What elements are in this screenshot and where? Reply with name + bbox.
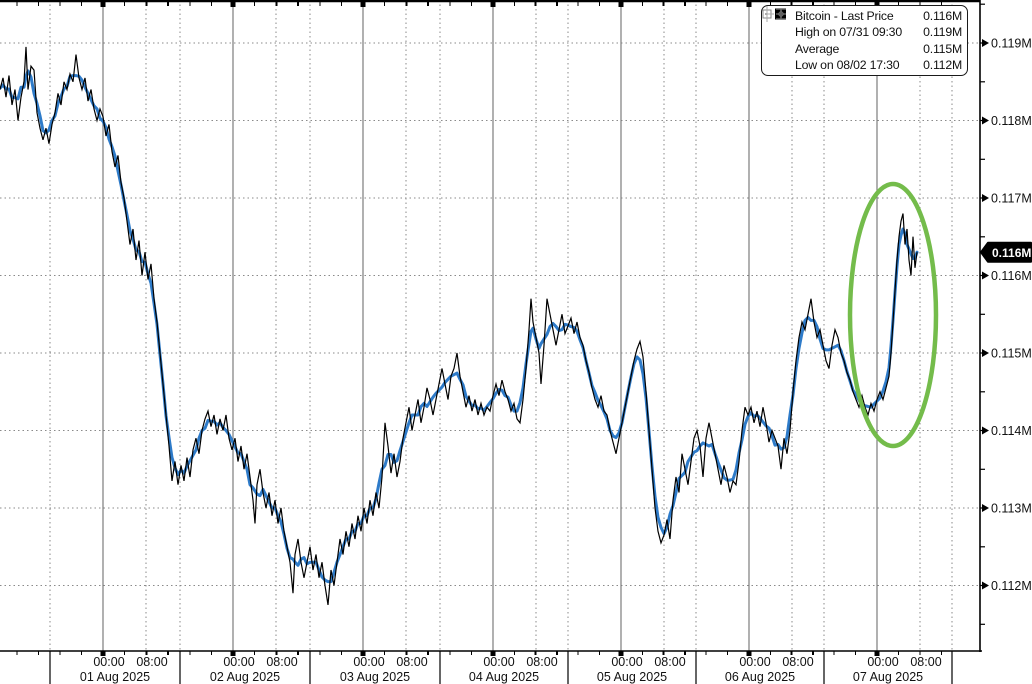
top-axis-major-tick — [100, 2, 106, 7]
legend-label: High on 07/31 09:30 — [795, 25, 902, 40]
time-label-midnight: 00:00 — [223, 655, 254, 669]
time-label-midnight: 00:00 — [611, 655, 642, 669]
y-tick-label: 0.114M — [991, 424, 1032, 438]
time-label-0800: 08:00 — [910, 655, 941, 669]
time-label-0800: 08:00 — [396, 655, 427, 669]
y-tick-label: 0.118M — [991, 114, 1032, 128]
legend-row-low: Low on 08/02 17:30 0.112M — [765, 6, 962, 73]
last-price-tag-label: 0.116M — [992, 246, 1031, 260]
x-axis-major-tick — [618, 651, 624, 656]
date-label: 04 Aug 2025 — [469, 670, 539, 684]
y-tick-arrow-icon — [982, 194, 989, 202]
date-label: 01 Aug 2025 — [80, 670, 150, 684]
date-label: 07 Aug 2025 — [853, 670, 923, 684]
y-tick-label: 0.113M — [991, 502, 1032, 516]
y-tick-arrow-icon — [982, 504, 989, 512]
y-tick-arrow-icon — [982, 426, 989, 435]
chart-legend: Bitcoin - Last Price 0.116M High on 07/3… — [761, 5, 968, 76]
time-label-midnight: 00:00 — [867, 655, 898, 669]
price-line — [0, 46, 918, 605]
legend-row-average: Average 0.115M — [765, 6, 962, 57]
legend-value: 0.116M — [923, 9, 962, 23]
top-axis-major-tick — [230, 2, 236, 7]
top-axis-major-tick — [490, 2, 496, 7]
last-price-tag — [980, 241, 1032, 263]
y-tick-label: 0.116M — [991, 269, 1032, 283]
y-tick-arrow-icon — [982, 581, 989, 590]
date-label: 02 Aug 2025 — [210, 670, 280, 684]
x-axis-major-tick — [874, 651, 880, 656]
time-label-midnight: 00:00 — [739, 655, 770, 669]
y-tick-arrow-icon — [982, 116, 989, 125]
x-axis-major-tick — [230, 651, 236, 656]
price-line-secondary — [0, 69, 919, 584]
y-tick-label: 0.119M — [991, 37, 1032, 51]
x-axis-major-tick — [360, 651, 366, 656]
x-axis-major-tick — [746, 651, 752, 656]
top-axis-major-tick — [618, 2, 624, 7]
y-tick-label: 0.115M — [991, 347, 1032, 361]
date-label: 05 Aug 2025 — [597, 670, 667, 684]
legend-row-high: High on 07/31 09:30 0.119M — [765, 6, 962, 40]
x-axis-major-tick — [490, 651, 496, 656]
date-label: 03 Aug 2025 — [340, 670, 410, 684]
time-label-0800: 08:00 — [654, 655, 685, 669]
legend-value: 0.115M — [923, 41, 962, 56]
top-axis-major-tick — [874, 2, 880, 7]
legend-label: Bitcoin - Last Price — [795, 9, 894, 23]
time-label-0800: 08:00 — [136, 655, 167, 669]
time-label-midnight: 00:00 — [93, 655, 124, 669]
y-tick-arrow-icon — [982, 349, 989, 357]
date-label: 06 Aug 2025 — [725, 670, 795, 684]
legend-value: 0.119M — [923, 25, 962, 40]
time-label-0800: 08:00 — [782, 655, 813, 669]
high-marker-icon — [765, 6, 795, 40]
annotation-ellipse — [847, 181, 939, 449]
average-marker-icon — [765, 6, 795, 57]
time-label-midnight: 00:00 — [353, 655, 384, 669]
legend-label: Low on 08/02 17:30 — [795, 57, 900, 72]
x-axis-major-tick — [100, 651, 106, 656]
y-tick-label: 0.117M — [991, 192, 1032, 206]
time-label-0800: 08:00 — [266, 655, 297, 669]
y-tick-arrow-icon — [982, 39, 989, 47]
legend-row-last-price: Bitcoin - Last Price 0.116M — [762, 8, 962, 24]
legend-value: 0.112M — [923, 57, 962, 72]
y-tick-label: 0.112M — [991, 579, 1032, 593]
time-label-0800: 08:00 — [526, 655, 557, 669]
top-axis-major-tick — [746, 2, 752, 7]
time-label-midnight: 00:00 — [483, 655, 514, 669]
top-axis-major-tick — [360, 2, 366, 7]
y-tick-arrow-icon — [982, 271, 989, 280]
legend-label: Average — [795, 41, 840, 56]
low-marker-icon — [765, 6, 795, 73]
